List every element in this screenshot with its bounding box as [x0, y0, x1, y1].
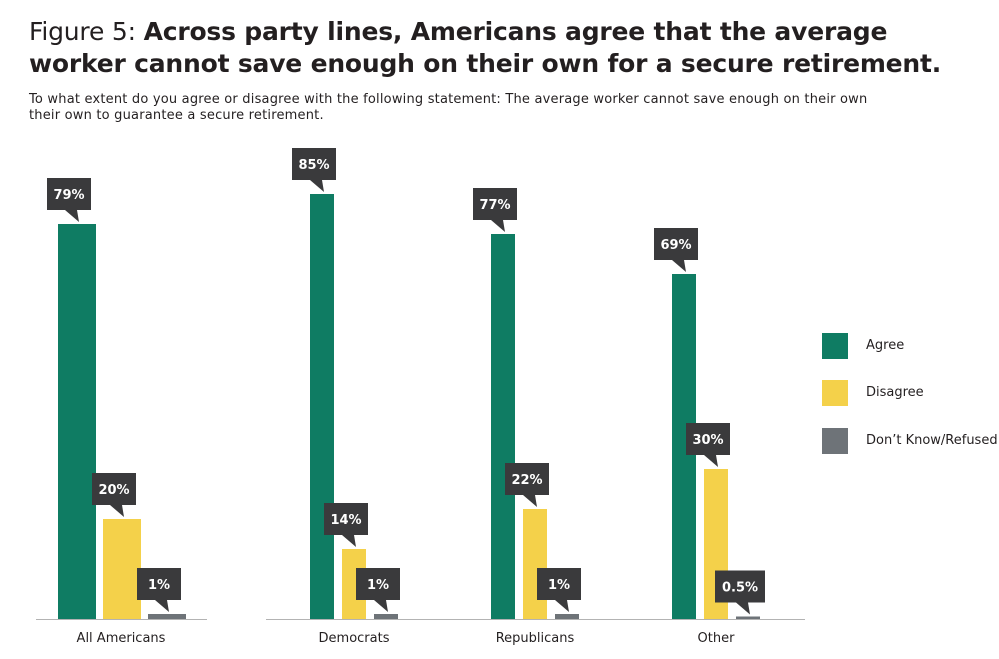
bar-all-americans-dont-know	[148, 614, 186, 619]
chart-title: Figure 5: Across party lines, Americans …	[29, 16, 969, 80]
data-label-democrats-disagree: 14%	[330, 513, 361, 528]
callout-pointer-democrats-disagree	[342, 535, 356, 547]
callout-pointer-democrats-dont-know	[374, 600, 388, 612]
callout-box-other-dont-know	[715, 570, 765, 603]
data-label-all-americans-dont-know: 1%	[148, 578, 170, 593]
callout-pointer-all-americans-agree	[65, 210, 79, 222]
data-label-other-disagree: 30%	[692, 433, 723, 448]
title-prefix: Figure 5:	[29, 17, 144, 46]
bar-other-dont-know	[736, 616, 760, 619]
bar-democrats-dont-know	[374, 614, 398, 619]
callout-box-democrats-disagree	[324, 503, 368, 535]
callout-pointer-other-dont-know	[736, 602, 750, 615]
bar-republicans-disagree	[523, 509, 547, 619]
callout-pointer-all-americans-dont-know	[155, 600, 169, 612]
callout-box-all-americans-agree	[47, 178, 91, 210]
bar-all-americans-disagree	[103, 519, 141, 619]
data-label-other-dont-know: 0.5%	[722, 581, 758, 596]
callout-box-republicans-dont-know	[537, 568, 581, 600]
callout-box-republicans-agree	[473, 188, 517, 220]
bar-republicans-dont-know	[555, 614, 579, 619]
data-label-democrats-dont-know: 1%	[367, 578, 389, 593]
legend-swatch-agree	[822, 333, 848, 359]
callout-box-republicans-disagree	[505, 463, 549, 495]
callout-box-democrats-agree	[292, 148, 336, 180]
callout-pointer-other-agree	[672, 260, 686, 272]
chart-subtitle: To what extent do you agree or disagree …	[29, 92, 868, 123]
data-label-republicans-dont-know: 1%	[548, 578, 570, 593]
data-label-republicans-agree: 77%	[479, 198, 510, 213]
callout-pointer-democrats-agree	[310, 180, 324, 192]
bar-republicans-agree	[491, 234, 515, 619]
legend-label-agree: Agree	[866, 338, 905, 353]
legend-swatch-dont-know	[822, 428, 848, 454]
bar-all-americans-agree	[58, 224, 96, 619]
category-label-all-americans: All Americans	[77, 631, 166, 646]
callout-pointer-all-americans-disagree	[110, 505, 124, 517]
callout-box-other-disagree	[686, 423, 730, 455]
bar-democrats-agree	[310, 194, 334, 619]
legend-label-dont-know: Don’t Know/Refused	[866, 433, 998, 448]
callout-pointer-republicans-dont-know	[555, 600, 569, 612]
data-label-other-agree: 69%	[660, 238, 691, 253]
category-label-republicans: Republicans	[496, 631, 575, 646]
callout-pointer-republicans-agree	[491, 220, 505, 232]
callout-pointer-republicans-disagree	[523, 495, 537, 507]
data-label-all-americans-disagree: 20%	[98, 483, 129, 498]
callout-box-all-americans-disagree	[92, 473, 136, 505]
callout-pointer-other-disagree	[704, 455, 718, 467]
callout-box-democrats-dont-know	[356, 568, 400, 600]
title-main: Across party lines, Americans agree that…	[29, 17, 942, 78]
data-label-all-americans-agree: 79%	[53, 188, 84, 203]
legend-label-disagree: Disagree	[866, 385, 924, 400]
callout-box-all-americans-dont-know	[137, 568, 181, 600]
category-label-democrats: Democrats	[319, 631, 390, 646]
data-label-democrats-agree: 85%	[298, 158, 329, 173]
category-label-other: Other	[698, 631, 736, 646]
legend-swatch-disagree	[822, 380, 848, 406]
data-label-republicans-disagree: 22%	[511, 473, 542, 488]
callout-box-other-agree	[654, 228, 698, 260]
